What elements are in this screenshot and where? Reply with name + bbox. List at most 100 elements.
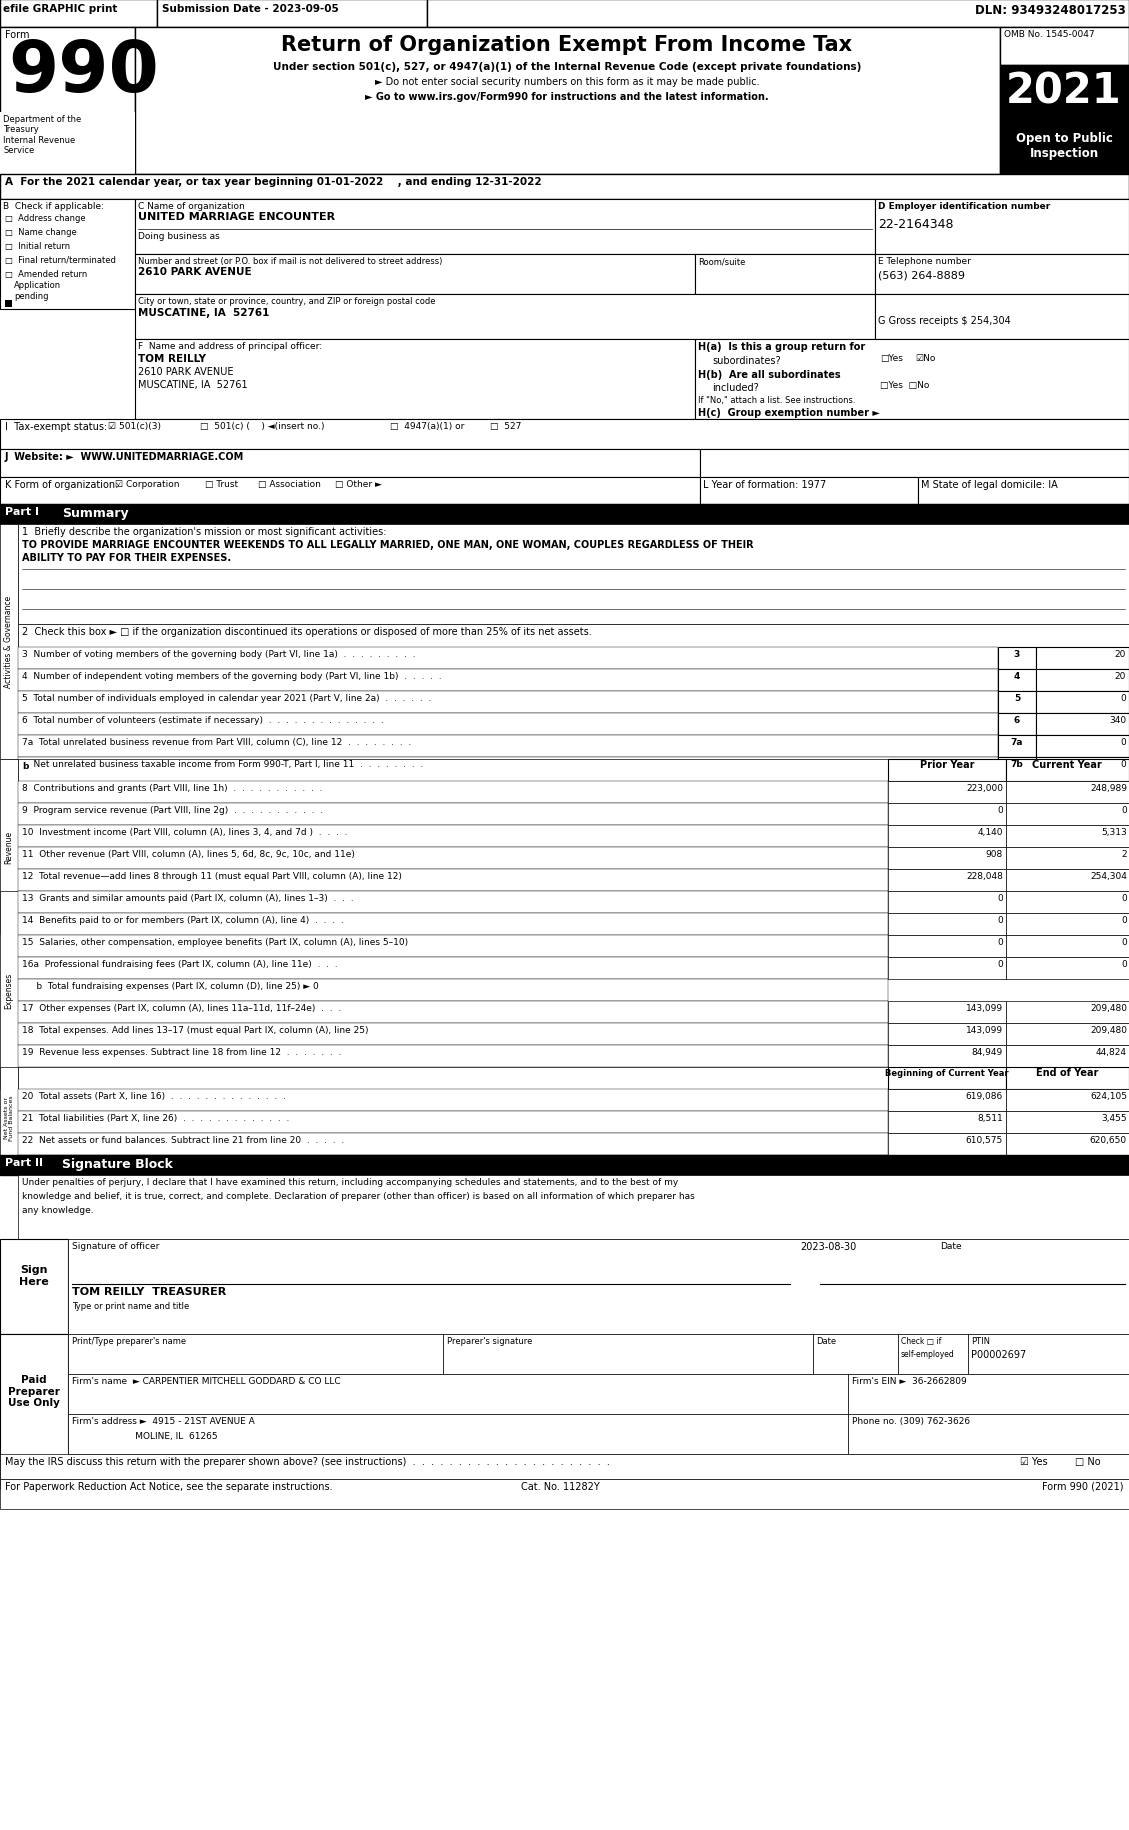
- Bar: [0, 176, 1129, 199]
- Text: □  Final return/terminated: □ Final return/terminated: [5, 256, 116, 265]
- Bar: [427, 0, 1129, 27]
- Text: Department of the
Treasury
Internal Revenue
Service: Department of the Treasury Internal Reve…: [3, 115, 81, 156]
- Text: G Gross receipts $ 254,304: G Gross receipts $ 254,304: [878, 317, 1010, 326]
- Bar: [700, 450, 1129, 478]
- Text: 0: 0: [1121, 915, 1127, 924]
- Text: 3  Number of voting members of the governing body (Part VI, line 1a)  .  .  .  .: 3 Number of voting members of the govern…: [21, 650, 415, 659]
- Text: □  Name change: □ Name change: [5, 229, 77, 236]
- Text: 13  Grants and similar amounts paid (Part IX, column (A), lines 1–3)  .  .  .: 13 Grants and similar amounts paid (Part…: [21, 893, 353, 902]
- Bar: [18, 1067, 889, 1089]
- Text: □Yes  □No: □Yes □No: [879, 381, 929, 390]
- Text: MUSCATINE, IA  52761: MUSCATINE, IA 52761: [138, 381, 247, 390]
- Bar: [18, 1023, 889, 1045]
- Bar: [1006, 803, 1129, 825]
- Text: Type or print name and title: Type or print name and title: [72, 1301, 190, 1310]
- Bar: [68, 1239, 1129, 1334]
- Text: knowledge and belief, it is true, correct, and complete. Declaration of preparer: knowledge and belief, it is true, correc…: [21, 1191, 694, 1200]
- Text: □  4947(a)(1) or: □ 4947(a)(1) or: [390, 421, 464, 430]
- Bar: [18, 1175, 1129, 1239]
- Bar: [1006, 913, 1129, 935]
- Bar: [0, 891, 18, 1089]
- Bar: [135, 254, 695, 295]
- Bar: [1036, 670, 1129, 692]
- Text: 4  Number of independent voting members of the governing body (Part VI, line 1b): 4 Number of independent voting members o…: [21, 672, 441, 681]
- Text: 624,105: 624,105: [1089, 1091, 1127, 1100]
- Text: Part I: Part I: [5, 507, 40, 516]
- Bar: [889, 935, 1006, 957]
- Bar: [918, 478, 1129, 505]
- Text: 2610 PARK AVENUE: 2610 PARK AVENUE: [138, 267, 252, 276]
- Text: 5,313: 5,313: [1101, 827, 1127, 836]
- Bar: [1006, 1067, 1129, 1089]
- Text: Revenue: Revenue: [5, 831, 14, 864]
- Bar: [18, 714, 998, 736]
- Bar: [998, 692, 1036, 714]
- Bar: [18, 525, 1129, 624]
- Bar: [68, 1415, 848, 1455]
- Text: Date: Date: [816, 1336, 837, 1345]
- Text: 0: 0: [1121, 893, 1127, 902]
- Text: 209,480: 209,480: [1089, 1003, 1127, 1012]
- Bar: [135, 295, 875, 340]
- Text: Date: Date: [940, 1241, 962, 1250]
- Bar: [0, 525, 18, 759]
- Text: 22  Net assets or fund balances. Subtract line 21 from line 20  .  .  .  .  .: 22 Net assets or fund balances. Subtract…: [21, 1135, 344, 1144]
- Bar: [1036, 692, 1129, 714]
- Bar: [1006, 869, 1129, 891]
- Bar: [0, 0, 157, 27]
- Text: 0: 0: [1120, 694, 1126, 703]
- Text: 8,511: 8,511: [978, 1113, 1003, 1122]
- Text: □ Other ►: □ Other ►: [335, 479, 382, 489]
- Text: 0: 0: [997, 893, 1003, 902]
- Text: Firm's address ►  4915 - 21ST AVENUE A: Firm's address ► 4915 - 21ST AVENUE A: [72, 1416, 255, 1426]
- Bar: [998, 758, 1036, 780]
- Text: Sign
Here: Sign Here: [19, 1265, 49, 1286]
- Text: 7a: 7a: [1010, 737, 1023, 747]
- Bar: [889, 1133, 1006, 1155]
- Text: 7a  Total unrelated business revenue from Part VIII, column (C), line 12  .  .  : 7a Total unrelated business revenue from…: [21, 737, 411, 747]
- Bar: [0, 113, 135, 176]
- Bar: [0, 505, 1129, 525]
- Text: Beginning of Current Year: Beginning of Current Year: [885, 1069, 1009, 1076]
- Text: Form 990 (2021): Form 990 (2021): [1042, 1480, 1124, 1491]
- Bar: [1036, 736, 1129, 758]
- Text: A  For the 2021 calendar year, or tax year beginning 01-01-2022    , and ending : A For the 2021 calendar year, or tax yea…: [5, 178, 542, 187]
- Text: 20: 20: [1114, 650, 1126, 659]
- Bar: [0, 450, 700, 478]
- Bar: [135, 27, 1000, 176]
- Text: I  Tax-exempt status:: I Tax-exempt status:: [5, 421, 107, 432]
- Text: Under penalties of perjury, I declare that I have examined this return, includin: Under penalties of perjury, I declare th…: [21, 1177, 679, 1186]
- Bar: [18, 648, 998, 670]
- Bar: [889, 1001, 1006, 1023]
- Bar: [0, 1334, 68, 1490]
- Text: 19  Revenue less expenses. Subtract line 18 from line 12  .  .  .  .  .  .  .: 19 Revenue less expenses. Subtract line …: [21, 1047, 341, 1056]
- Bar: [998, 714, 1036, 736]
- Bar: [998, 648, 1036, 670]
- Text: □ Association: □ Association: [259, 479, 321, 489]
- Bar: [18, 692, 998, 714]
- Bar: [889, 913, 1006, 935]
- Text: 908: 908: [986, 849, 1003, 858]
- Text: 5  Total number of individuals employed in calendar year 2021 (Part V, line 2a) : 5 Total number of individuals employed i…: [21, 694, 431, 703]
- Text: 2023-08-30: 2023-08-30: [800, 1241, 856, 1252]
- Text: 0: 0: [997, 959, 1003, 968]
- Text: 20: 20: [1114, 672, 1126, 681]
- Bar: [1006, 1089, 1129, 1111]
- Text: Open to Public
Inspection: Open to Public Inspection: [1016, 132, 1112, 159]
- Bar: [18, 847, 889, 869]
- Text: Return of Organization Exempt From Income Tax: Return of Organization Exempt From Incom…: [281, 35, 852, 55]
- Bar: [0, 478, 700, 505]
- Text: 20  Total assets (Part X, line 16)  .  .  .  .  .  .  .  .  .  .  .  .  .  .: 20 Total assets (Part X, line 16) . . . …: [21, 1091, 286, 1100]
- Text: Doing business as: Doing business as: [138, 232, 220, 242]
- Bar: [5, 300, 12, 307]
- Text: □  527: □ 527: [490, 421, 522, 430]
- Text: Firm's EIN ►  36-2662809: Firm's EIN ► 36-2662809: [852, 1376, 966, 1385]
- Bar: [889, 759, 1006, 781]
- Text: 21  Total liabilities (Part X, line 26)  .  .  .  .  .  .  .  .  .  .  .  .  .: 21 Total liabilities (Part X, line 26) .…: [21, 1113, 289, 1122]
- Text: Net unrelated business taxable income from Form 990-T, Part I, line 11  .  .  . : Net unrelated business taxable income fr…: [21, 759, 423, 769]
- Text: 7b: 7b: [1010, 759, 1023, 769]
- Bar: [848, 1415, 1129, 1455]
- Text: 8  Contributions and grants (Part VIII, line 1h)  .  .  .  .  .  .  .  .  .  .  : 8 Contributions and grants (Part VIII, l…: [21, 783, 323, 792]
- Text: 619,086: 619,086: [965, 1091, 1003, 1100]
- Bar: [0, 27, 135, 176]
